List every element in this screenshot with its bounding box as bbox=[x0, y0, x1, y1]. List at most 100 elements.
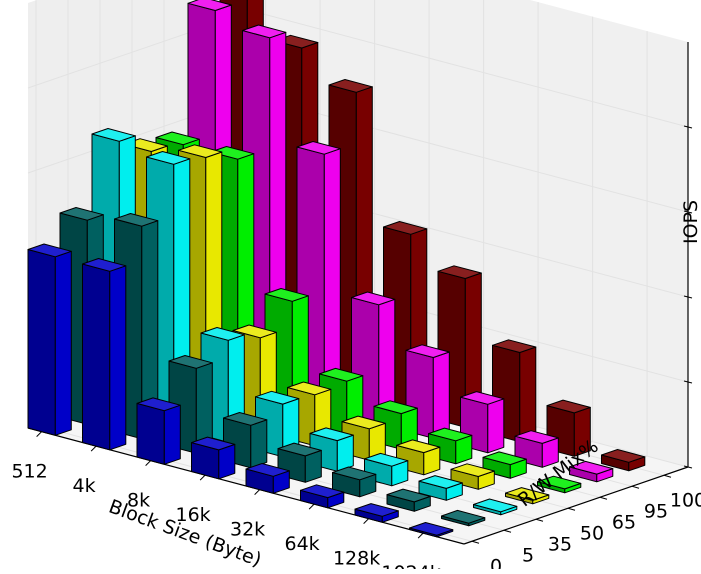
bar-3d bbox=[418, 475, 463, 501]
bar-3d bbox=[245, 463, 290, 494]
bar-top-face bbox=[601, 449, 646, 463]
bar-top-face bbox=[210, 146, 255, 160]
bar-top-face bbox=[296, 141, 341, 155]
bar-top-face bbox=[341, 415, 386, 430]
bar-top-face bbox=[383, 221, 428, 235]
z-tick bbox=[683, 295, 693, 299]
bar-3d bbox=[300, 484, 345, 509]
bar-top-face bbox=[482, 451, 527, 466]
x-tick bbox=[199, 474, 206, 481]
bar-side-face bbox=[519, 346, 537, 443]
bar-3d bbox=[82, 258, 127, 451]
bar-top-face bbox=[178, 144, 223, 158]
bar-top-face bbox=[264, 288, 309, 302]
bar-top-face bbox=[332, 466, 377, 481]
bar-3d bbox=[191, 436, 236, 480]
bar-top-face bbox=[473, 498, 518, 513]
bar-front-face bbox=[136, 402, 165, 465]
y-tick bbox=[631, 485, 640, 489]
bar-top-face bbox=[146, 151, 191, 165]
bar-top-face bbox=[546, 399, 591, 414]
bar-top-face bbox=[351, 291, 396, 306]
bar-3d bbox=[537, 475, 582, 494]
bar-top-face bbox=[309, 427, 354, 442]
x-tick bbox=[145, 460, 151, 466]
bar-top-face bbox=[59, 207, 104, 221]
x-tick-label: 1024k bbox=[381, 562, 440, 569]
bar-top-face bbox=[91, 128, 136, 142]
x-tick bbox=[36, 431, 42, 437]
bar-3d bbox=[569, 460, 614, 483]
y-tick-label: 100 bbox=[670, 489, 701, 511]
bar-3d bbox=[354, 503, 399, 523]
bar-side-face bbox=[336, 434, 354, 472]
y-tick-label: 95 bbox=[644, 500, 668, 522]
y-tick-label: 0 bbox=[490, 555, 502, 569]
z-tick bbox=[683, 125, 693, 129]
x-tick-label: 8k bbox=[127, 490, 150, 512]
bar-3d bbox=[482, 451, 527, 479]
bar-top-face bbox=[114, 213, 159, 227]
bar-top-face bbox=[537, 475, 582, 490]
x-tick bbox=[254, 489, 260, 495]
bar-top-face bbox=[373, 400, 418, 415]
bar-top-face bbox=[428, 427, 473, 442]
bar-top-face bbox=[354, 503, 399, 517]
bar-top-face bbox=[168, 355, 213, 369]
bar-3d bbox=[441, 509, 486, 527]
bar-top-face bbox=[460, 391, 505, 405]
y-tick-label: 65 bbox=[612, 511, 636, 533]
bar-3d bbox=[450, 463, 495, 490]
y-tick bbox=[567, 507, 576, 511]
x-tick-label: 32k bbox=[230, 519, 265, 541]
bar-top-face bbox=[514, 430, 559, 444]
bar-top-face bbox=[569, 460, 614, 475]
x-tick bbox=[417, 532, 424, 539]
bar-3d bbox=[136, 397, 181, 465]
bar-top-face bbox=[328, 79, 373, 93]
bar-front-face bbox=[82, 263, 111, 451]
bar-top-face bbox=[364, 452, 409, 467]
bar-top-face bbox=[418, 475, 463, 489]
y-axis-line bbox=[463, 466, 689, 545]
x-tick-label: 512 bbox=[11, 461, 47, 483]
y-tick bbox=[535, 518, 544, 522]
bar-top-face bbox=[437, 265, 482, 279]
y-tick-label: 50 bbox=[580, 522, 604, 544]
x-tick bbox=[90, 445, 97, 452]
chart-bars bbox=[27, 0, 646, 538]
bar-top-face bbox=[409, 522, 454, 536]
bar-front-face bbox=[27, 249, 56, 436]
bar-side-face bbox=[432, 351, 450, 439]
bar-top-face bbox=[505, 487, 550, 501]
bar-top-face bbox=[287, 381, 332, 396]
z-tick bbox=[683, 380, 693, 384]
y-tick bbox=[471, 540, 480, 544]
bar-top-face bbox=[277, 442, 322, 457]
bar-top-face bbox=[191, 436, 236, 451]
bar-top-face bbox=[450, 463, 495, 477]
bar-top-face bbox=[405, 344, 450, 358]
y-tick-label: 35 bbox=[548, 533, 572, 555]
bar-side-face bbox=[250, 419, 268, 469]
x-tick-label: 128k bbox=[333, 548, 380, 569]
bar-side-face bbox=[163, 404, 181, 465]
bar-side-face bbox=[109, 265, 127, 451]
bar-top-face bbox=[187, 0, 232, 11]
y-tick bbox=[599, 496, 608, 500]
bar-side-face bbox=[54, 250, 72, 436]
bar-top-face bbox=[255, 390, 300, 405]
bar-3d bbox=[460, 391, 505, 454]
bar-top-face bbox=[441, 509, 486, 524]
bar-top-face bbox=[136, 397, 181, 412]
bar-top-face bbox=[200, 327, 245, 341]
x-tick-label: 4k bbox=[73, 475, 96, 497]
bar-side-face bbox=[487, 398, 505, 454]
bar-top-face bbox=[492, 339, 537, 353]
bar-top-face bbox=[82, 258, 127, 272]
bar-top-face bbox=[396, 439, 441, 454]
y-tick bbox=[663, 474, 672, 478]
x-tick bbox=[308, 503, 315, 510]
